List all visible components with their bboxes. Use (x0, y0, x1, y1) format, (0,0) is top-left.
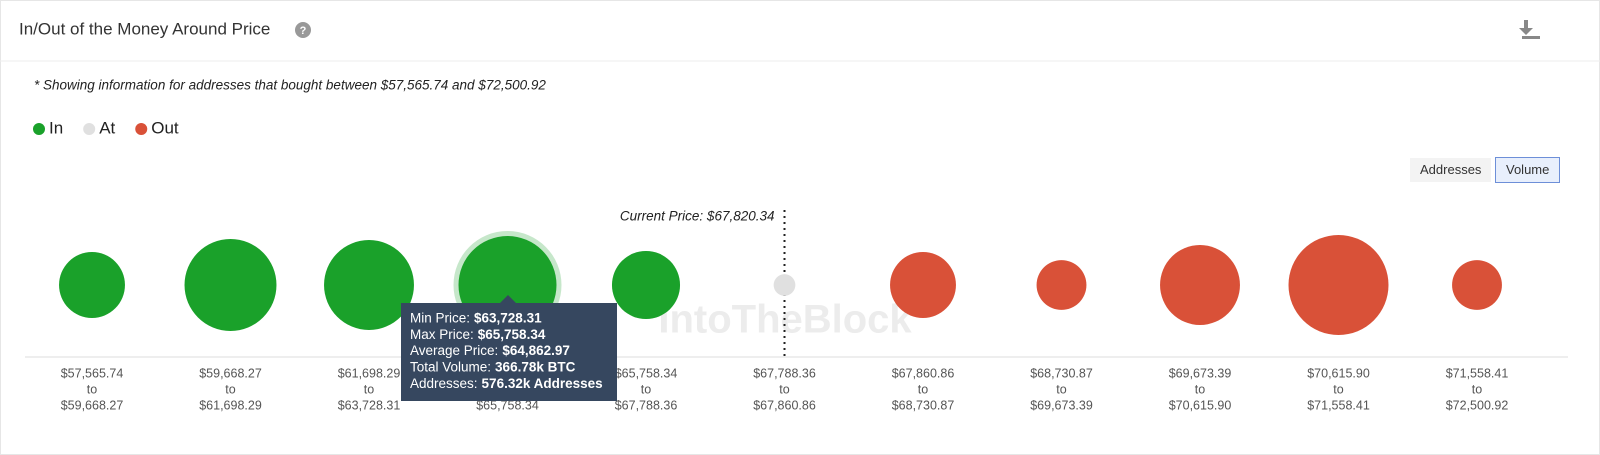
help-icon-glyph: ? (300, 25, 307, 37)
x-range-from: $57,565.74 (61, 366, 124, 380)
bubble (890, 252, 956, 318)
title: In/Out of the Money Around Price (19, 19, 270, 38)
x-range-to: $67,860.86 (753, 398, 816, 412)
x-range-word: to (1333, 382, 1343, 396)
tooltip-label: Average Price: (410, 343, 498, 358)
x-range-word: to (1056, 382, 1066, 396)
subtitle: * Showing information for addresses that… (34, 78, 546, 93)
x-range-from: $67,788.36 (753, 366, 816, 380)
x-range-word: to (641, 382, 651, 396)
bubble (1288, 235, 1389, 335)
legend-marker (83, 123, 96, 135)
x-range-to: $71,558.41 (1307, 398, 1370, 412)
tooltip-value: $65,758.34 (478, 327, 546, 342)
x-range-to: $67,788.36 (615, 398, 678, 412)
tooltip-arrow (500, 295, 516, 303)
bubble (1160, 245, 1240, 325)
legend-label: At (99, 118, 115, 137)
x-range-to: $63,728.31 (338, 398, 401, 412)
x-range-to: $69,673.39 (1030, 398, 1093, 412)
x-range-word: to (1195, 382, 1205, 396)
bubble (773, 274, 796, 296)
legend-marker (33, 123, 45, 135)
x-range-word: to (1472, 382, 1482, 396)
x-range-word: to (779, 382, 789, 396)
tooltip-label: Addresses: (410, 376, 478, 391)
addresses-button[interactable]: Addresses (1410, 158, 1492, 182)
x-range-from: $61,698.29 (338, 366, 401, 380)
x-range-to: $65,758.34 (476, 398, 539, 412)
x-range-to: $70,615.90 (1169, 398, 1232, 412)
tooltip-value: 576.32k Addresses (482, 376, 603, 391)
bubble (184, 239, 277, 331)
x-range-from: $67,860.86 (892, 366, 955, 380)
x-range-to: $61,698.29 (199, 398, 262, 412)
legend-marker (135, 123, 148, 135)
x-range-from: $59,668.27 (199, 366, 262, 380)
x-range-to: $68,730.87 (892, 398, 955, 412)
tooltip-value: $64,862.97 (502, 343, 570, 358)
legend-label: Out (151, 118, 179, 137)
bubble (611, 250, 681, 320)
x-range-from: $70,615.90 (1307, 366, 1370, 380)
x-range-word: to (87, 382, 97, 396)
x-range-from: $68,730.87 (1030, 366, 1093, 380)
tooltip-label: Max Price: (410, 327, 474, 342)
volume-button[interactable]: Volume (1495, 157, 1561, 183)
legend-label: In (49, 118, 63, 137)
bubble (59, 252, 125, 318)
tooltip-label: Total Volume: (410, 359, 491, 374)
help-icon[interactable] (295, 22, 311, 38)
x-range-from: $65,758.34 (615, 366, 678, 380)
tooltip-label: Min Price: (410, 311, 470, 326)
bubble (324, 240, 414, 330)
x-range-to: $72,500.92 (1446, 398, 1509, 412)
tooltip-value: $63,728.31 (474, 311, 542, 326)
tooltip-value: 366.78k BTC (495, 359, 576, 374)
bubble (1452, 260, 1502, 310)
x-range-from: $71,558.41 (1446, 366, 1509, 380)
x-range-to: $59,668.27 (61, 398, 124, 412)
x-range-word: to (225, 382, 235, 396)
tooltip-box (401, 303, 617, 401)
x-range-word: to (364, 382, 374, 396)
current-price-label: Current Price: $67,820.34 (620, 209, 775, 224)
download-icon[interactable] (1519, 20, 1540, 39)
bubble (1036, 260, 1087, 310)
x-range-word: to (918, 382, 928, 396)
x-range-from: $69,673.39 (1169, 366, 1232, 380)
